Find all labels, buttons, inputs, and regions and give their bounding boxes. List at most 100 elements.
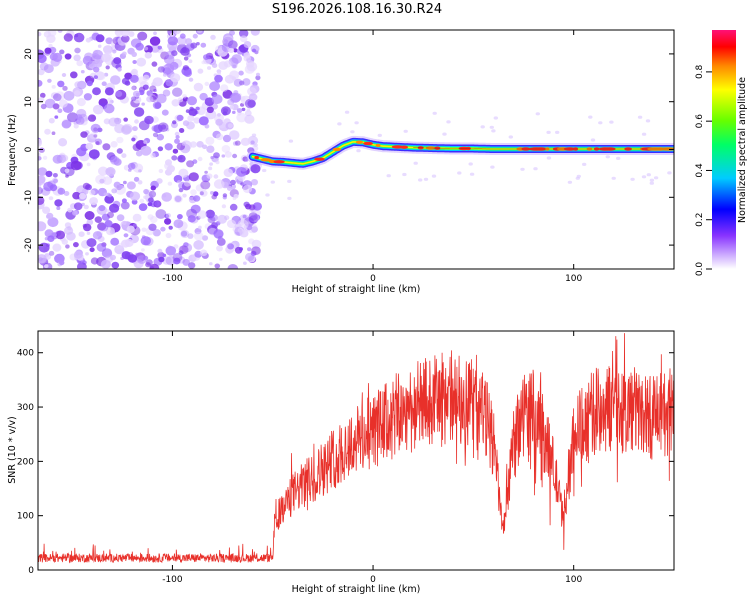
noise-speckle <box>58 138 67 146</box>
noise-speckle <box>140 145 152 156</box>
noise-speckle <box>42 155 48 160</box>
colorbar-gradient <box>712 30 736 269</box>
noise-speckle <box>73 250 83 259</box>
noise-speckle <box>111 188 118 194</box>
noise-speckle <box>156 178 163 184</box>
noise-speckle <box>73 202 83 211</box>
noise-speckle <box>115 90 123 97</box>
noise-speckle <box>197 68 204 74</box>
noise-speckle <box>93 75 98 79</box>
colorbar-ticks: 0.0 0.2 0.4 0.6 0.8 <box>695 64 712 276</box>
noise-speckle <box>105 65 110 70</box>
noise-speckle <box>185 109 190 113</box>
noise-speckle <box>80 70 85 74</box>
noise-speckle <box>199 191 204 196</box>
noise-speckle <box>116 148 123 154</box>
noise-speckle <box>287 179 292 183</box>
noise-speckle <box>121 153 127 159</box>
noise-speckle <box>237 219 249 230</box>
noise-speckle <box>248 238 255 245</box>
noise-speckle <box>61 119 72 129</box>
noise-speckle <box>350 130 355 134</box>
noise-speckle <box>201 60 206 65</box>
noise-speckle <box>209 162 214 166</box>
noise-speckle <box>146 90 153 97</box>
noise-speckle <box>89 247 95 253</box>
noise-speckle <box>108 193 112 198</box>
noise-speckle <box>131 96 137 102</box>
noise-speckle <box>182 94 187 99</box>
noise-speckle <box>193 82 204 92</box>
noise-speckle <box>92 87 101 96</box>
noise-speckle <box>209 81 221 92</box>
noise-speckle <box>165 232 172 239</box>
noise-speckle <box>88 149 100 160</box>
noise-speckle <box>173 244 179 249</box>
noise-speckle <box>38 254 47 264</box>
noise-speckle <box>201 235 209 241</box>
noise-speckle <box>90 257 99 265</box>
noise-speckle <box>222 193 228 198</box>
noise-speckle <box>165 79 173 87</box>
noise-speckle <box>187 215 196 223</box>
snr-x-label: Height of straight line (km) <box>292 584 421 595</box>
noise-speckle <box>164 143 173 151</box>
noise-speckle <box>181 141 187 146</box>
noise-speckle <box>248 212 258 221</box>
noise-speckle <box>121 198 127 203</box>
noise-speckle <box>641 175 647 179</box>
noise-speckle <box>226 185 233 191</box>
noise-speckle <box>193 117 201 124</box>
noise-speckle <box>72 191 81 200</box>
noise-speckle <box>149 85 157 92</box>
noise-speckle <box>51 131 56 135</box>
noise-speckle <box>162 89 171 97</box>
noise-speckle <box>248 204 256 211</box>
noise-speckle <box>220 106 231 116</box>
noise-speckle <box>152 101 162 110</box>
noise-speckle <box>249 162 254 166</box>
noise-speckle <box>43 31 52 38</box>
noise-speckle <box>65 244 70 249</box>
noise-speckle <box>188 59 193 64</box>
noise-speckle <box>109 254 116 261</box>
noise-speckle <box>144 52 152 59</box>
noise-speckle <box>97 44 102 48</box>
noise-speckle <box>63 90 75 101</box>
noise-speckle <box>98 166 109 176</box>
noise-speckle <box>133 176 140 182</box>
noise-speckle <box>44 128 51 135</box>
noise-speckle <box>223 168 233 177</box>
noise-speckle <box>195 106 200 111</box>
noise-speckle <box>213 229 224 239</box>
noise-speckle <box>646 173 651 177</box>
noise-speckle <box>47 217 59 228</box>
noise-speckle <box>73 242 79 248</box>
noise-speckle <box>239 80 245 86</box>
noise-speckle <box>200 249 208 257</box>
noise-speckle <box>206 145 215 153</box>
y-tick-label: -10 <box>24 190 34 205</box>
noise-speckle <box>233 78 243 87</box>
noise-speckle <box>344 110 350 114</box>
figure-title: S196.2026.108.16.30.R24 <box>272 2 442 17</box>
noise-speckle <box>217 71 221 76</box>
noise-speckle <box>43 64 54 74</box>
noise-speckle <box>667 171 672 175</box>
noise-speckle <box>139 198 145 204</box>
spectrogram-x-label: Height of straight line (km) <box>292 284 421 295</box>
noise-speckle <box>148 190 157 198</box>
noise-speckle <box>49 184 58 192</box>
noise-speckle <box>52 103 60 110</box>
noise-speckle <box>83 93 92 101</box>
noise-speckle <box>167 165 175 173</box>
noise-speckle <box>74 47 81 54</box>
noise-speckle <box>229 105 235 110</box>
noise-speckle <box>250 164 261 174</box>
noise-speckle <box>216 133 224 141</box>
noise-speckle <box>247 135 259 146</box>
colorbar: 0.0 0.2 0.4 0.6 0.8 Normalized spectral ampl… <box>695 30 748 276</box>
noise-speckle <box>253 143 258 147</box>
noise-speckle <box>134 119 139 124</box>
noise-speckle <box>94 216 103 224</box>
